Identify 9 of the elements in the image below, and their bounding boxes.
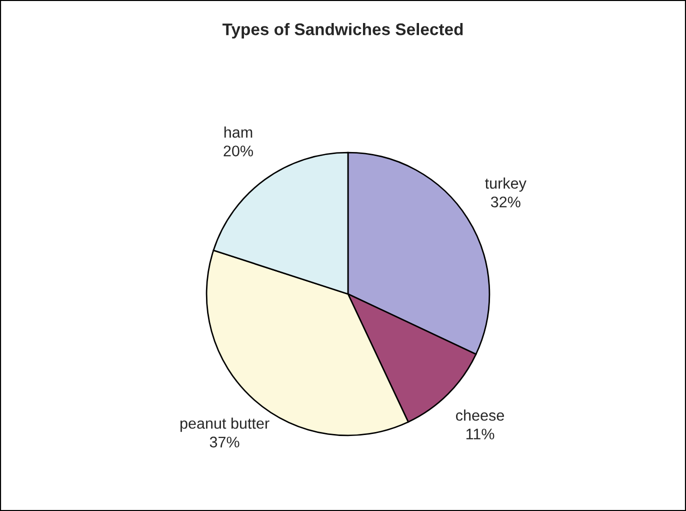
data-label: 32% [490, 196, 520, 208]
slice-label: turkey [485, 178, 526, 192]
slice-label: peanut butter [180, 418, 270, 432]
data-label: 20% [224, 146, 254, 156]
data-label: 37% [210, 436, 240, 448]
chart-title: Types of Sandwiches Selected [222, 22, 463, 39]
data-label: 11% [466, 428, 494, 440]
slice-label: ham [224, 126, 252, 138]
slice-label: cheese [456, 410, 504, 421]
